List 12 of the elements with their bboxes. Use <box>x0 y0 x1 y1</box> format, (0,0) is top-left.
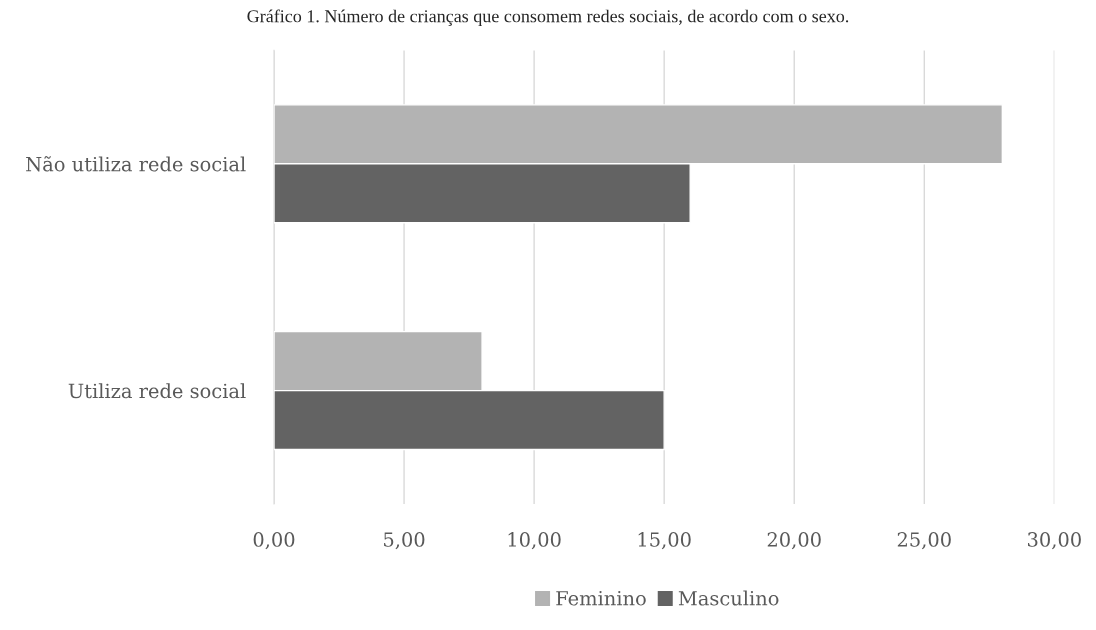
y-tick-label: Utiliza rede social <box>68 383 246 399</box>
legend-label: Masculino <box>678 590 779 606</box>
legend-label: Feminino <box>556 591 646 606</box>
chart-title: Gráfico 1. Número de crianças que consomem redes sociais, de acordo com o sexo. <box>247 9 849 27</box>
x-tick-label: 20,00 <box>767 532 821 550</box>
x-tick-label: 25,00 <box>897 532 951 550</box>
x-tick-label: 5,00 <box>384 532 425 550</box>
x-tick-label: 30,00 <box>1028 532 1081 550</box>
x-tick-label: 15,00 <box>638 532 691 550</box>
x-tick-label: 10,00 <box>508 532 561 550</box>
y-tick-label: Não utiliza rede social <box>26 156 246 172</box>
x-tick-label: 0,00 <box>253 532 295 550</box>
